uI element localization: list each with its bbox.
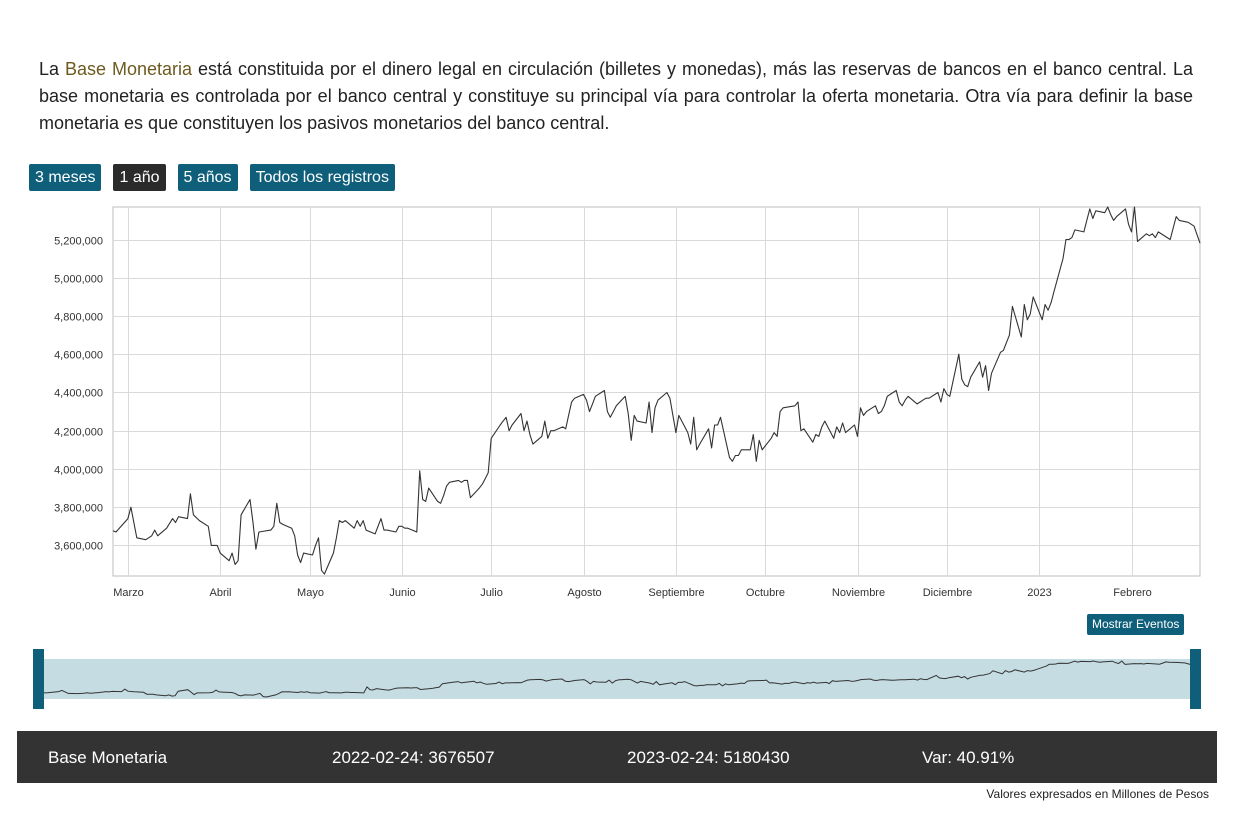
x-tick-label: Marzo (113, 587, 144, 599)
summary-variation: Var: 40.91% (922, 748, 1015, 767)
summary-series-name: Base Monetaria (48, 748, 168, 767)
chart-grid (112, 206, 1201, 577)
main-line-chart[interactable]: 3,600,000 3,800,000 4,000,000 4,200,000 4,40… (0, 200, 1249, 612)
range-navigator[interactable] (30, 645, 1202, 711)
x-tick-label: Septiembre (648, 587, 704, 599)
show-events-button[interactable]: Mostrar Eventos (1087, 614, 1185, 635)
chart-line-layer (112, 206, 1201, 575)
intro-prefix: La (39, 59, 65, 79)
navigator-series-line (42, 660, 1192, 698)
y-tick-label: 3,600,000 (54, 541, 103, 553)
x-tick-label: Noviembre (832, 587, 885, 599)
series-line-base-monetaria (112, 206, 1201, 575)
x-tick-label: Octubre (746, 587, 785, 599)
x-tick-label: Mayo (297, 587, 324, 599)
y-tick-label: 4,800,000 (54, 312, 103, 324)
range-3-months-button[interactable]: 3 meses (29, 164, 102, 191)
summary-bar: Base Monetaria 2022-02-24: 3676507 2023-… (17, 731, 1217, 783)
range-selector: 3 meses 1 año 5 años Todos los registros (29, 164, 407, 191)
x-tick-label: Diciembre (923, 587, 973, 599)
range-1-year-button[interactable]: 1 año (113, 164, 166, 191)
y-tick-label: 5,200,000 (54, 236, 103, 248)
range-all-records-button[interactable]: Todos los registros (249, 164, 395, 191)
base-monetaria-link[interactable]: Base Monetaria (65, 59, 193, 79)
y-tick-label: 3,800,000 (54, 503, 103, 515)
chart-axes: 3,600,000 3,800,000 4,000,000 4,200,000 4,40… (54, 236, 1152, 600)
range-5-years-button[interactable]: 5 años (177, 164, 238, 191)
navigator-selection[interactable] (43, 659, 1191, 699)
navigator-right-handle[interactable] (1190, 649, 1201, 709)
y-tick-label: 5,000,000 (54, 274, 103, 286)
x-tick-label: 2023 (1027, 587, 1051, 599)
x-tick-label: Agosto (567, 587, 601, 599)
x-tick-label: Junio (389, 587, 415, 599)
summary-start-value: 2022-02-24: 3676507 (332, 748, 495, 767)
intro-rest: está constituida por el dinero legal en … (39, 59, 1193, 133)
x-tick-label: Abril (209, 587, 231, 599)
y-tick-label: 4,600,000 (54, 350, 103, 362)
intro-paragraph: La Base Monetaria está constituida por e… (39, 56, 1193, 137)
y-tick-label: 4,200,000 (54, 427, 103, 439)
y-tick-label: 4,000,000 (54, 465, 103, 477)
summary-end-value: 2023-02-24: 5180430 (627, 748, 790, 767)
x-tick-label: Febrero (1113, 587, 1152, 599)
y-tick-label: 4,400,000 (54, 388, 103, 400)
x-tick-label: Julio (480, 587, 503, 599)
units-note: Valores expresados en Millones de Pesos (986, 787, 1209, 801)
navigator-left-handle[interactable] (33, 649, 44, 709)
plot-frame (112, 206, 1201, 577)
